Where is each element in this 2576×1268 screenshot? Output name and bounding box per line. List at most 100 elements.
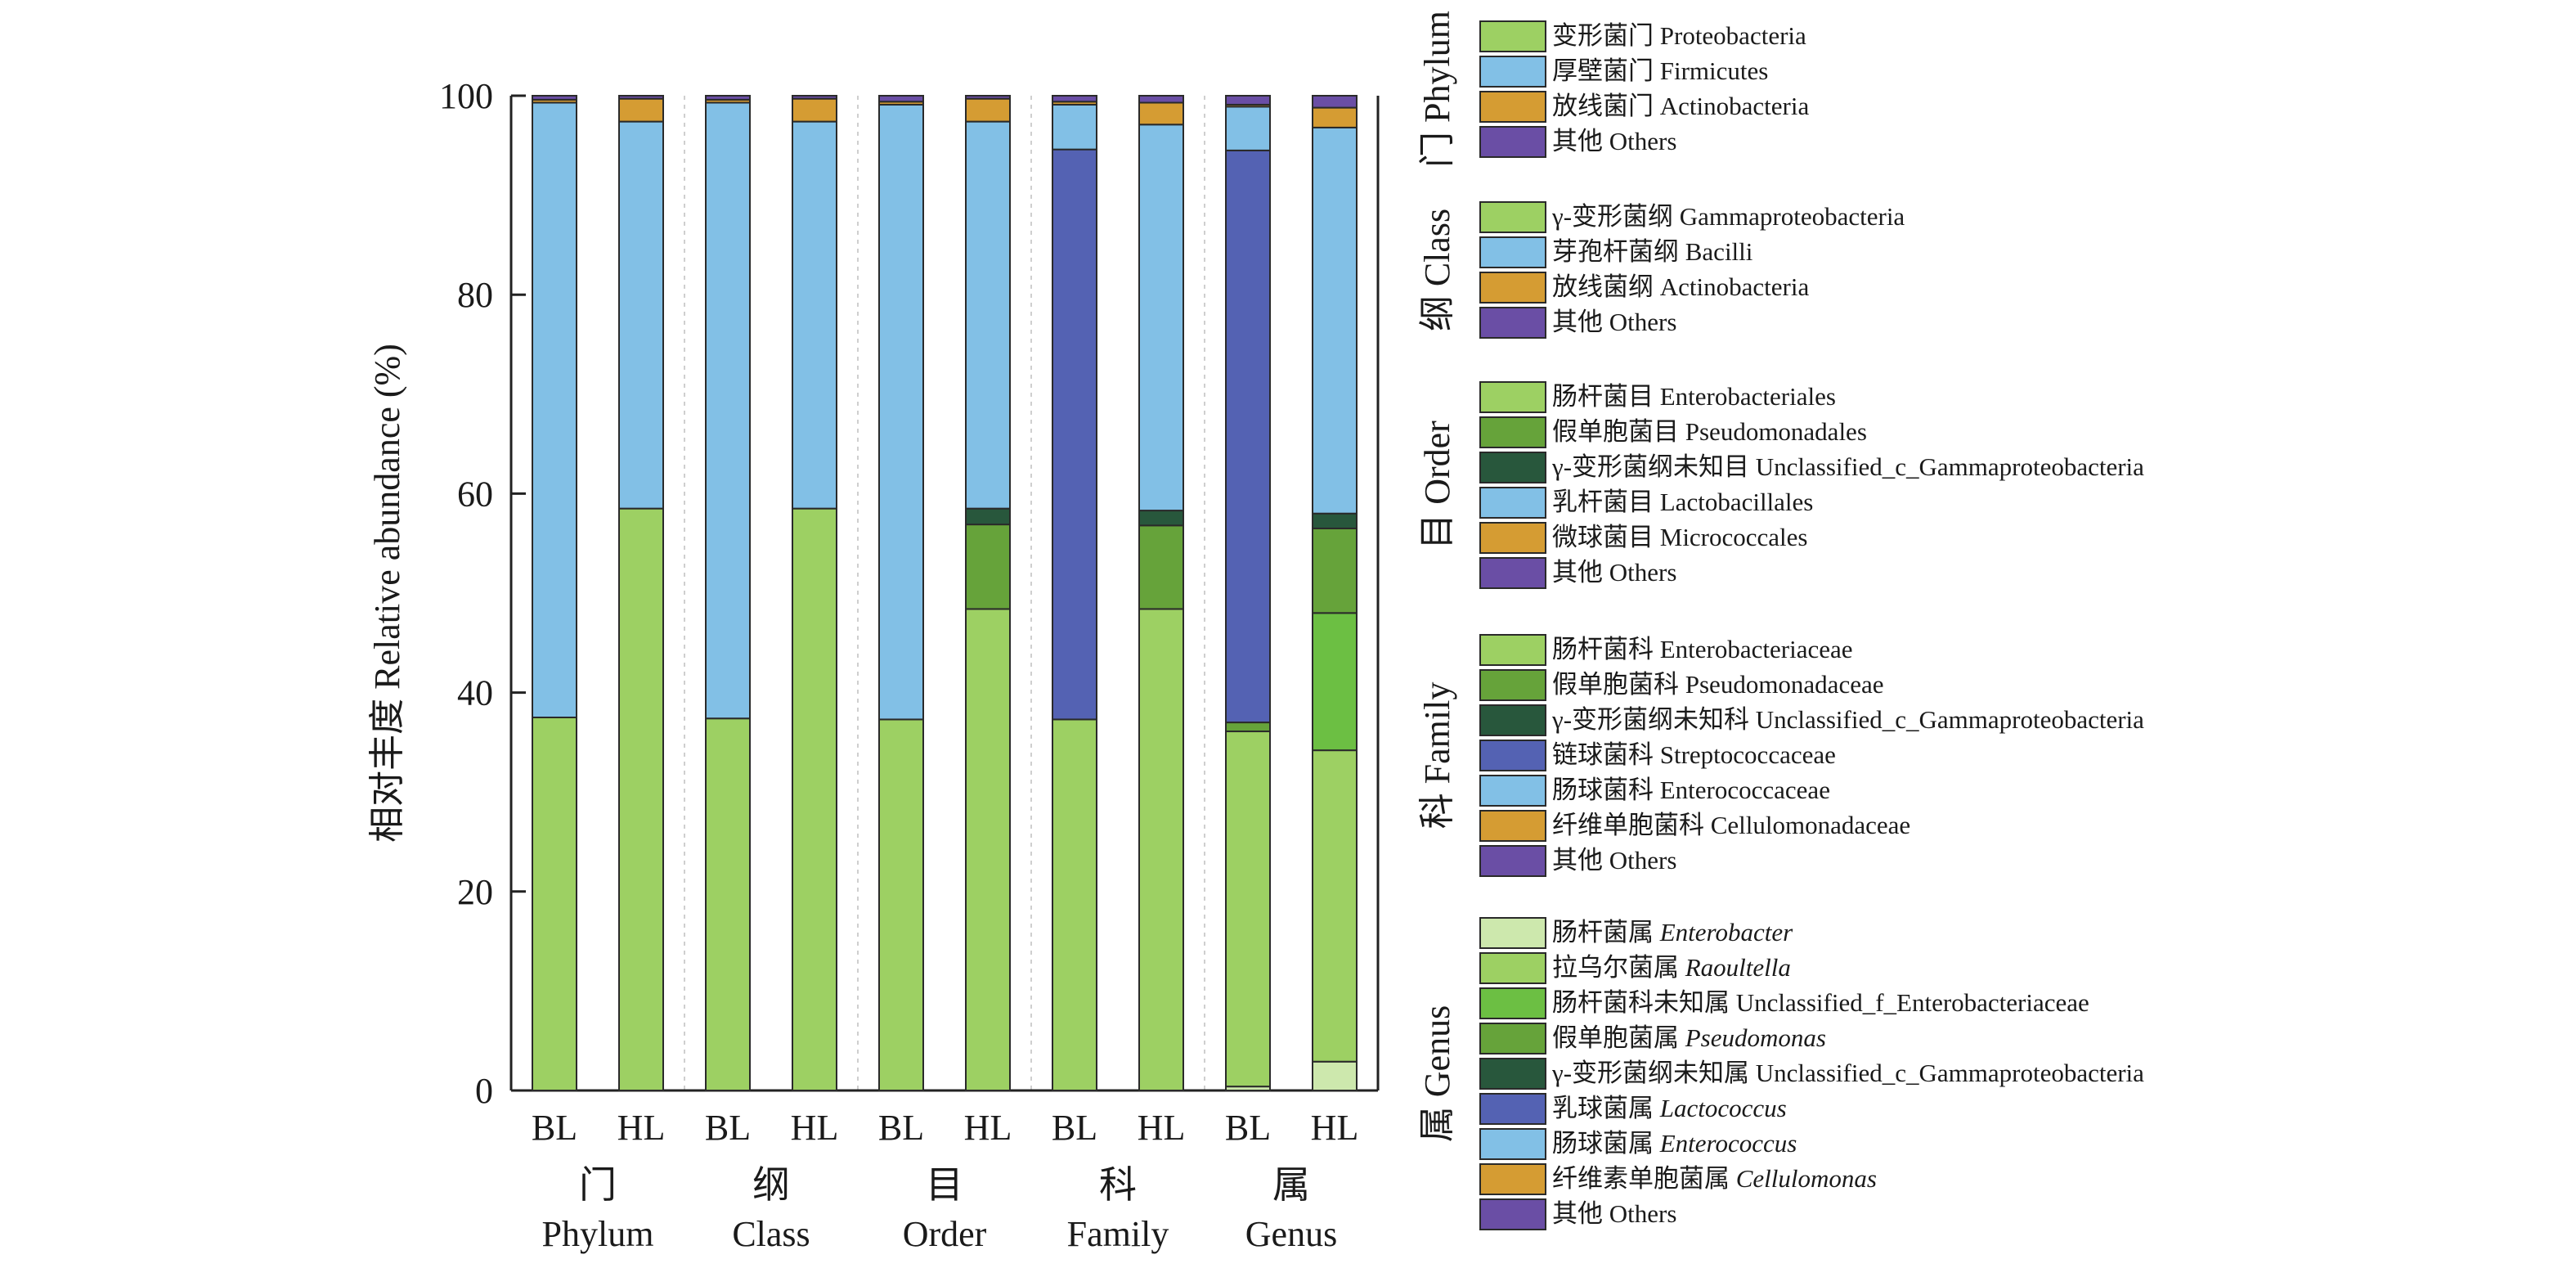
legend-swatch: [1479, 952, 1546, 984]
bar-segment-enterobacteriaceae: [1138, 608, 1184, 1091]
legend-label-zh: 其他: [1552, 558, 1609, 587]
group-label-zh: 属: [1272, 1164, 1310, 1206]
legend-label-en: Enterobacteriales: [1660, 382, 1836, 411]
legend-title: 科 Family: [1417, 682, 1457, 830]
legend-label-en: Unclassified_c_Gammaproteobacteria: [1756, 1059, 2144, 1087]
legend-item: 假单胞菌属 Pseudomonas: [1479, 1023, 1826, 1054]
legend-swatch: [1479, 20, 1546, 52]
legend-label: γ-变形菌纲未知科 Unclassified_c_Gammaproteobact…: [1551, 705, 2144, 734]
x-tick-label: BL: [1052, 1108, 1097, 1148]
y-tick-label: 80: [457, 275, 493, 315]
legend-swatch: [1479, 810, 1546, 842]
legend-label-zh: 肠杆菌属: [1552, 918, 1660, 947]
bar-segment-unclassified-c-gammaproteobacteria: [1138, 510, 1184, 527]
legend-label-zh: 厚壁菌门: [1552, 56, 1660, 85]
legend-label: 肠球菌科 Enterococcaceae: [1552, 776, 1830, 804]
legend-label-en: Micrococcales: [1660, 523, 1808, 551]
y-tick-label: 40: [457, 673, 493, 713]
legend-label-en: Gammaproteobacteria: [1680, 202, 1905, 231]
legend-item: 芽孢杆菌纲 Bacilli: [1479, 236, 1753, 268]
legend-item: 纤维素单胞菌属 Cellulomonas: [1479, 1163, 1877, 1195]
legend-label-en: Pseudomonadales: [1685, 417, 1867, 446]
bar-segment-others: [1312, 95, 1358, 109]
bar-segment-others: [532, 95, 577, 101]
bar-segment-others: [705, 95, 751, 101]
legend-label: 放线菌纲 Actinobacteria: [1552, 272, 1809, 301]
x-tick-label: HL: [964, 1108, 1012, 1148]
legend-label-en: Actinobacteria: [1660, 92, 1810, 120]
group-label-zh: 目: [926, 1164, 963, 1206]
legend-item: γ-变形菌纲未知属 Unclassified_c_Gammaproteobact…: [1479, 1058, 2144, 1090]
bar-segment-enterococcus: [1312, 126, 1358, 515]
bar-order-bl: [878, 95, 924, 1091]
legend-swatch: [1479, 1058, 1546, 1090]
legend-label-en: Others: [1609, 558, 1677, 587]
legend-label: γ-变形菌纲未知属 Unclassified_c_Gammaproteobact…: [1551, 1059, 2144, 1087]
x-tick-label: HL: [1311, 1108, 1359, 1148]
legend-label-en: Enterococcaceae: [1660, 776, 1830, 804]
legend-item: 其他 Others: [1479, 126, 1676, 158]
legend-label: 肠杆菌目 Enterobacteriales: [1552, 382, 1836, 411]
legend-swatch: [1479, 775, 1546, 807]
legend-label: 其他 Others: [1552, 558, 1676, 587]
legend-label: 微球菌目 Micrococcales: [1552, 523, 1807, 551]
group-label-zh: 科: [1099, 1164, 1137, 1206]
x-tick-label: BL: [705, 1108, 751, 1148]
bar-segment-pseudomonas: [1312, 527, 1358, 614]
y-axis-label: 相对丰度 Relative abundance (%): [367, 344, 407, 843]
legend-swatch: [1479, 917, 1546, 949]
bar-segment-enterobacteriales: [878, 718, 924, 1091]
bar-segment-proteobacteria: [532, 717, 577, 1091]
bar-segment-bacilli: [792, 120, 837, 510]
legend-item: 放线菌门 Actinobacteria: [1479, 91, 1810, 123]
group-label-en: Family: [1067, 1214, 1169, 1254]
legend-title: 目 Order: [1417, 420, 1457, 550]
bar-segment-others: [1052, 95, 1097, 103]
legend-item: 肠球菌科 Enterococcaceae: [1479, 775, 1830, 807]
legend-label-zh: 其他: [1552, 308, 1609, 336]
legend-item: 拉乌尔菌属 Raoultella: [1479, 952, 1791, 984]
legend-label-en: Unclassified_c_Gammaproteobacteria: [1756, 705, 2144, 734]
legend-label: 链球菌科 Streptococcaceae: [1552, 740, 1836, 769]
legend-label: 变形菌门 Proteobacteria: [1552, 21, 1806, 50]
group-label-en: Phylum: [542, 1214, 654, 1254]
bar-phylum-bl: [532, 95, 577, 1091]
legend-swatch: [1479, 845, 1546, 877]
legend-label-en: Unclassified_c_Gammaproteobacteria: [1756, 452, 2144, 481]
bar-segment-others: [878, 95, 924, 103]
legend-label-zh: γ-变形菌纲未知目: [1551, 452, 1756, 481]
legend-label: 其他 Others: [1552, 308, 1676, 336]
legend-item: 厚壁菌门 Firmicutes: [1479, 56, 1768, 88]
legend-item: 放线菌纲 Actinobacteria: [1479, 272, 1809, 304]
legend-label-en: Unclassified_f_Enterobacteriaceae: [1736, 988, 2089, 1017]
legend-label-en: Bacilli: [1685, 237, 1753, 266]
legend-label-en: Cellulomonadaceae: [1711, 811, 1910, 839]
group-label-zh: 门: [579, 1164, 617, 1206]
legend-item: 肠杆菌科 Enterobacteriaceae: [1479, 634, 1853, 666]
legend-label-zh: 拉乌尔菌属: [1552, 953, 1685, 982]
legend-label: 肠球菌属 Enterococcus: [1552, 1129, 1797, 1158]
bar-family-hl: [1138, 95, 1184, 1091]
legend-item: 肠杆菌属 Enterobacter: [1479, 917, 1793, 949]
bar-segment-gammaproteobacteria: [792, 507, 837, 1091]
legend-swatch: [1479, 1023, 1546, 1054]
legend-swatch: [1479, 487, 1546, 519]
legend-item: 肠杆菌目 Enterobacteriales: [1479, 381, 1836, 413]
legend-item: 其他 Others: [1479, 1198, 1676, 1230]
legend-swatch: [1479, 201, 1546, 233]
group-label-en: Genus: [1245, 1214, 1337, 1254]
bar-segment-enterococcus: [1225, 106, 1271, 151]
bar-segment-enterococcaceae: [1138, 124, 1184, 512]
legend-label: γ-变形菌纲 Gammaproteobacteria: [1551, 202, 1905, 231]
legend-item: 假单胞菌科 Pseudomonadaceae: [1479, 669, 1883, 701]
legend-swatch: [1479, 704, 1546, 736]
bar-class-bl: [705, 95, 751, 1091]
legend-item: 乳杆菌目 Lactobacillales: [1479, 487, 1813, 519]
y-tick-label: 60: [457, 474, 493, 514]
x-tick-label: HL: [1138, 1108, 1186, 1148]
bar-segment-streptococcaceae: [1052, 148, 1097, 721]
legend-label-en: Pseudomonas: [1685, 1023, 1826, 1052]
legend-label-zh: 肠杆菌科未知属: [1552, 988, 1736, 1017]
legend-item: γ-变形菌纲未知科 Unclassified_c_Gammaproteobact…: [1479, 704, 2144, 736]
